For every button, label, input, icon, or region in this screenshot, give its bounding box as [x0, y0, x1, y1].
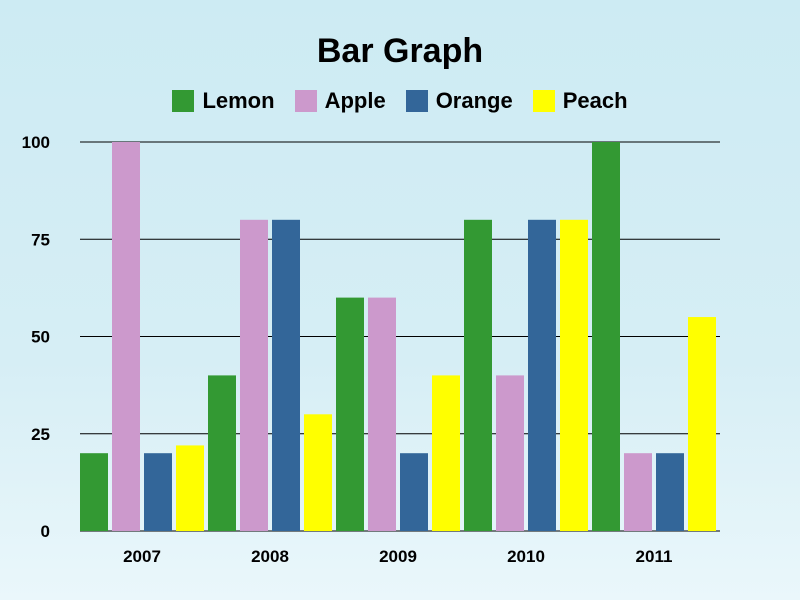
legend-swatch-apple [294, 90, 317, 112]
x-tick-label-2010: 2010 [507, 547, 545, 566]
x-tick-label-2011: 2011 [636, 547, 673, 566]
y-tick-label-25: 25 [31, 425, 50, 444]
legend-swatch-orange [405, 90, 428, 112]
legend-label-apple: Apple [324, 88, 386, 113]
legend-swatch-lemon [172, 90, 195, 112]
bar-apple-2008 [240, 219, 268, 532]
x-tick-label-2007: 2007 [123, 547, 161, 566]
bar-lemon-2007 [80, 453, 108, 531]
y-tick-label-50: 50 [31, 328, 50, 347]
bar-peach-2009 [432, 375, 460, 531]
bar-peach-2007 [176, 445, 204, 531]
x-tick-label-2009: 2009 [379, 547, 417, 566]
bar-orange-2011 [656, 453, 684, 531]
bar-lemon-2011 [592, 142, 620, 531]
legend-label-peach: Peach [562, 88, 628, 113]
y-tick-label-100: 100 [22, 133, 50, 152]
bar-orange-2010 [528, 219, 556, 532]
bar-orange-2007 [144, 453, 172, 531]
legend-item-peach: Peach [532, 88, 628, 114]
legend-swatch-peach [532, 90, 555, 112]
legend: Lemon Apple Orange Peach [0, 88, 800, 114]
bar-peach-2011 [688, 317, 716, 531]
bar-orange-2009 [400, 453, 428, 531]
legend-label-lemon: Lemon [202, 88, 275, 113]
bar-peach-2010 [560, 219, 588, 532]
legend-item-apple: Apple [294, 88, 386, 114]
bar-apple-2010 [496, 375, 524, 531]
x-tick-label-2008: 2008 [251, 547, 289, 566]
y-tick-label-75: 75 [31, 230, 50, 249]
bar-lemon-2008 [208, 375, 236, 531]
bar-apple-2009 [368, 297, 396, 531]
bar-lemon-2010 [464, 219, 492, 532]
legend-item-lemon: Lemon [172, 88, 275, 114]
legend-label-orange: Orange [435, 88, 513, 113]
bar-apple-2007 [112, 142, 140, 531]
y-tick-label-0: 0 [41, 522, 50, 541]
bar-orange-2008 [272, 219, 300, 532]
chart-title: Bar Graph [316, 32, 484, 70]
bar-lemon-2009 [336, 297, 364, 531]
bar-apple-2011 [624, 453, 652, 531]
legend-item-orange: Orange [405, 88, 513, 114]
bar-peach-2008 [304, 414, 332, 531]
